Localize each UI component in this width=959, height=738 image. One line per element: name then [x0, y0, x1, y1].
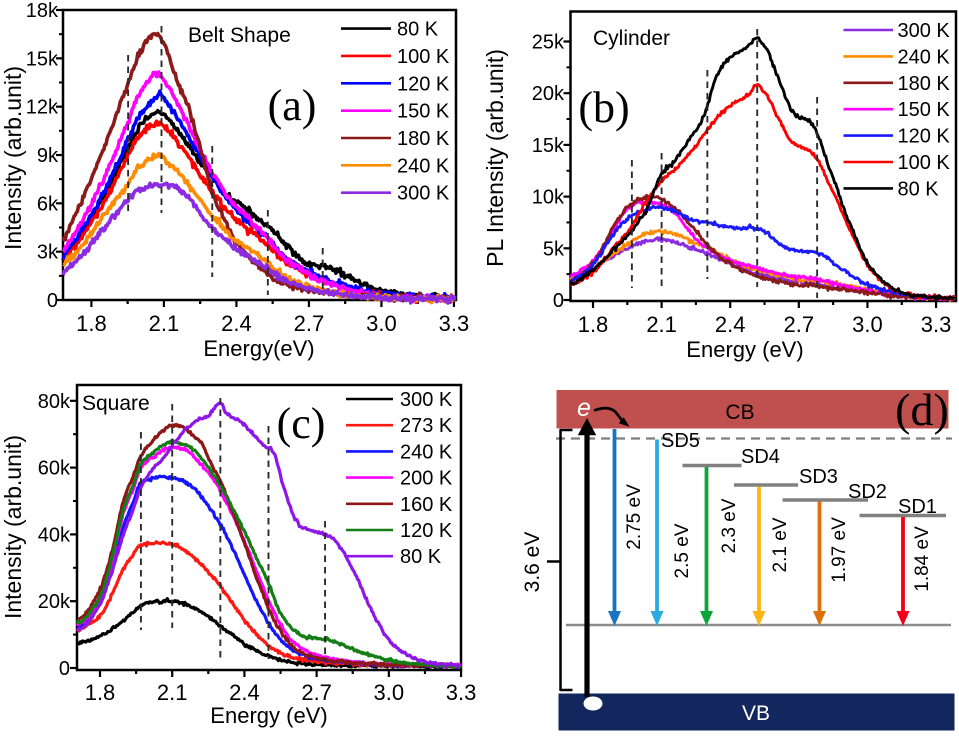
svg-text:3.0: 3.0 — [366, 311, 397, 336]
svg-text:1.8: 1.8 — [76, 311, 107, 336]
svg-text:15k: 15k — [26, 48, 59, 70]
svg-text:150 K: 150 K — [898, 99, 951, 121]
svg-text:3.3: 3.3 — [921, 312, 952, 337]
svg-text:VB: VB — [742, 702, 770, 725]
svg-text:200 K: 200 K — [400, 468, 453, 490]
svg-text:(a): (a) — [268, 81, 317, 130]
svg-text:Energy (eV): Energy (eV) — [210, 703, 327, 728]
svg-text:9k: 9k — [37, 145, 59, 167]
svg-text:25k: 25k — [532, 32, 565, 54]
svg-text:e: e — [577, 394, 591, 422]
svg-text:2.1 eV: 2.1 eV — [770, 517, 791, 572]
svg-text:300 K: 300 K — [397, 183, 450, 205]
svg-text:80k: 80k — [38, 391, 71, 413]
svg-text:240 K: 240 K — [898, 46, 951, 68]
svg-text:0: 0 — [553, 290, 564, 312]
svg-text:6k: 6k — [37, 193, 59, 215]
svg-text:20k: 20k — [532, 83, 565, 105]
svg-text:100 K: 100 K — [397, 46, 450, 68]
svg-text:120 K: 120 K — [898, 126, 951, 148]
svg-text:80 K: 80 K — [898, 178, 940, 200]
svg-text:120 K: 120 K — [397, 73, 450, 95]
svg-text:240 K: 240 K — [400, 441, 453, 463]
svg-text:PL Intensity (arb.unit): PL Intensity (arb.unit) — [482, 49, 508, 267]
svg-text:40k: 40k — [38, 524, 71, 546]
svg-text:0: 0 — [47, 290, 58, 312]
svg-text:150 K: 150 K — [397, 101, 450, 123]
svg-text:160 K: 160 K — [400, 494, 453, 516]
svg-text:SD1: SD1 — [898, 496, 937, 518]
svg-text:2.7: 2.7 — [301, 680, 332, 705]
svg-text:20k: 20k — [38, 591, 71, 613]
svg-text:3.3: 3.3 — [439, 311, 470, 336]
svg-text:Square: Square — [82, 392, 150, 415]
svg-text:(d): (d) — [895, 384, 949, 435]
svg-text:2.7: 2.7 — [784, 312, 815, 337]
svg-text:SD2: SD2 — [848, 481, 887, 503]
svg-text:Cylinder: Cylinder — [593, 27, 670, 50]
svg-text:100 K: 100 K — [898, 152, 951, 174]
svg-text:2.4: 2.4 — [715, 312, 746, 337]
svg-text:12k: 12k — [26, 97, 59, 119]
svg-text:2.1: 2.1 — [149, 311, 180, 336]
svg-text:240 K: 240 K — [397, 155, 450, 177]
svg-text:1.97 eV: 1.97 eV — [829, 517, 850, 583]
svg-text:2.4: 2.4 — [229, 680, 260, 705]
svg-text:Belt Shape: Belt Shape — [188, 24, 291, 47]
svg-text:1.8: 1.8 — [578, 312, 609, 337]
svg-text:3.0: 3.0 — [852, 312, 883, 337]
svg-text:18k: 18k — [26, 0, 59, 22]
svg-text:15k: 15k — [532, 135, 565, 157]
svg-text:1.8: 1.8 — [85, 680, 116, 705]
svg-text:1.84 eV: 1.84 eV — [912, 526, 933, 592]
svg-text:Energy (eV): Energy (eV) — [686, 337, 803, 362]
svg-text:Intensity (arb.unit): Intensity (arb.unit) — [0, 66, 26, 250]
svg-text:80 K: 80 K — [397, 19, 439, 41]
svg-text:2.5 eV: 2.5 eV — [672, 523, 693, 578]
svg-text:180 K: 180 K — [397, 128, 450, 150]
svg-text:273 K: 273 K — [400, 415, 453, 437]
svg-text:2.1: 2.1 — [646, 312, 677, 337]
svg-text:2.4: 2.4 — [221, 311, 252, 336]
svg-text:60k: 60k — [38, 458, 71, 480]
svg-text:0: 0 — [59, 658, 70, 680]
svg-text:2.7: 2.7 — [294, 311, 325, 336]
svg-text:2.3 eV: 2.3 eV — [719, 498, 740, 553]
svg-text:(c): (c) — [277, 399, 326, 448]
svg-text:300 K: 300 K — [400, 389, 453, 411]
svg-text:3.6 eV: 3.6 eV — [521, 532, 544, 593]
svg-text:180 K: 180 K — [898, 73, 951, 95]
svg-text:3k: 3k — [37, 242, 59, 264]
svg-text:SD4: SD4 — [741, 446, 780, 468]
svg-text:CB: CB — [725, 401, 754, 424]
svg-text:SD5: SD5 — [661, 430, 700, 452]
svg-text:3.0: 3.0 — [374, 680, 405, 705]
svg-text:300 K: 300 K — [898, 20, 951, 42]
svg-text:(b): (b) — [578, 83, 629, 132]
svg-text:2.1: 2.1 — [157, 680, 188, 705]
svg-text:5k: 5k — [543, 238, 565, 260]
svg-text:2.75 eV: 2.75 eV — [624, 484, 645, 550]
svg-text:Energy(eV): Energy(eV) — [203, 336, 314, 361]
svg-text:3.3: 3.3 — [446, 680, 477, 705]
svg-text:120 K: 120 K — [400, 520, 453, 542]
svg-text:SD3: SD3 — [799, 466, 838, 488]
svg-text:10k: 10k — [532, 187, 565, 209]
svg-text:Intensity (arb.unit): Intensity (arb.unit) — [0, 435, 26, 619]
svg-text:80 K: 80 K — [400, 546, 442, 568]
